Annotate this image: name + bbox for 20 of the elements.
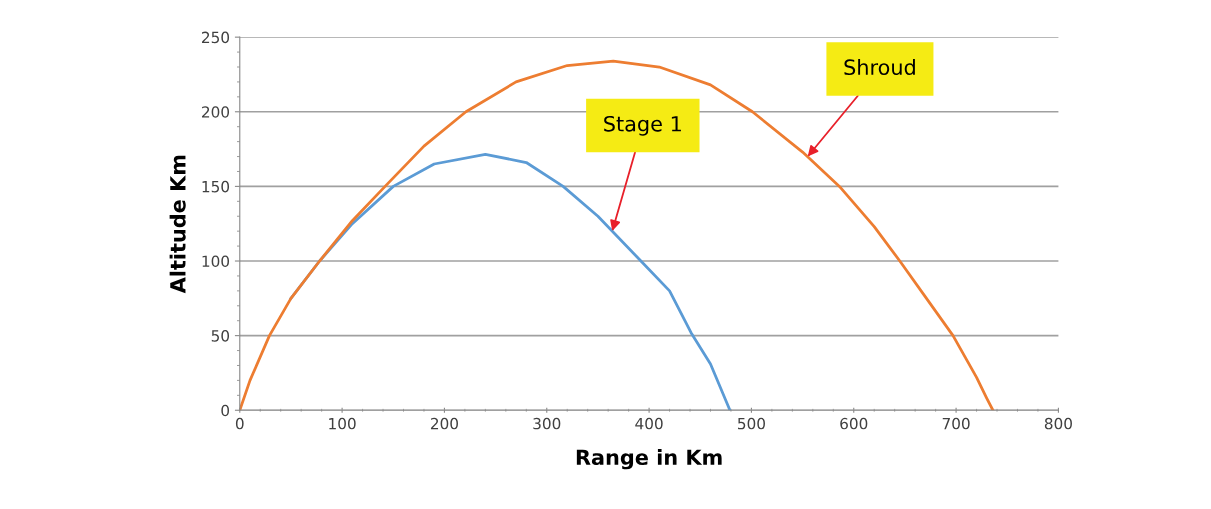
x-tick-label: 200 [430,417,458,430]
x-tick-label: 300 [533,417,561,430]
x-tick-label: 600 [840,417,868,430]
x-tick-label: 100 [329,417,356,430]
x-tick-label: 500 [738,417,765,430]
x-tick-label: 700 [942,417,970,430]
x-tick-label: 800 [1044,417,1072,430]
y-tick-label: 150 [202,180,230,193]
y-tick-label: 0 [221,404,230,417]
annotation: Stage 1 [604,115,681,136]
x-tick-label: 0 [235,417,244,430]
x-axis-title: Range in Km [576,449,722,470]
y-tick-label: 200 [202,106,230,118]
x-tick-label: 400 [635,417,663,430]
y-tick-label: 250 [202,31,230,44]
line-series [239,59,995,411]
y-tick-label: 50 [211,330,230,342]
y-axis-title: Altitude Km [169,155,186,294]
annotation: Shroud [844,58,915,76]
y-tick-label: 100 [202,255,230,268]
